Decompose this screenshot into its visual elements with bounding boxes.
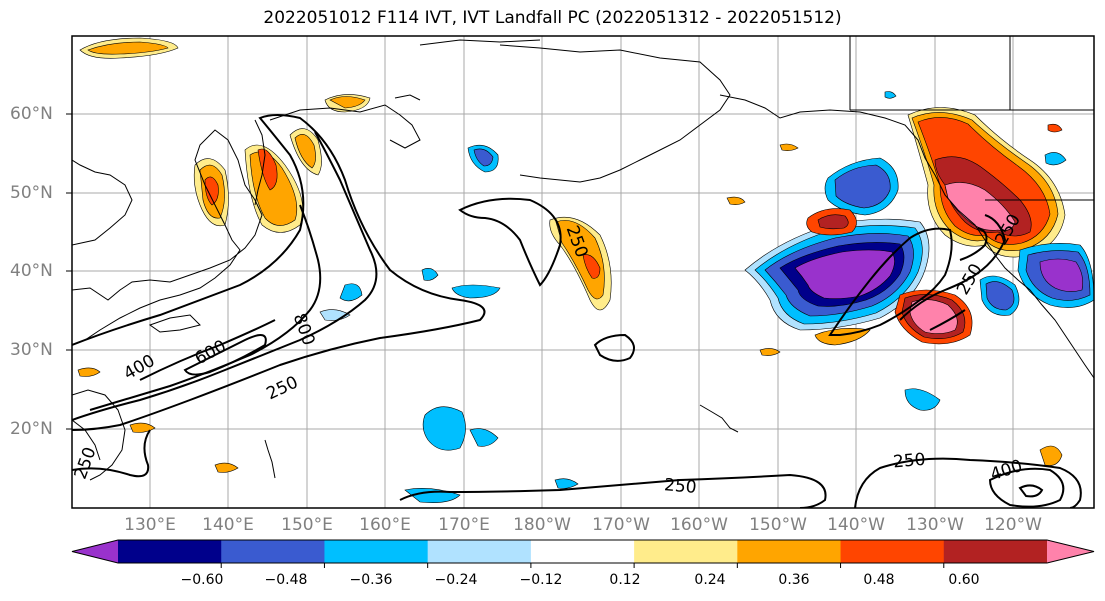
colorbar-tick-label: −0.48 [264,572,308,588]
lat-label-30n: 30°N [10,340,53,360]
colorbar-tick-label: 0.48 [863,572,895,588]
map-title: 2022051012 F114 IVT, IVT Landfall PC (20… [263,8,842,28]
colorbar-segment [118,540,222,563]
colorbar-segment [530,540,635,563]
lat-label-50n: 50°N [10,183,53,203]
ivt-contours [72,114,1082,508]
colorbar-tick-label: 0.24 [694,572,726,588]
colorbar-tick-label: −0.36 [349,572,393,588]
colorbar-segment [221,540,325,563]
colorbar-outline [71,539,1095,564]
colorbar-segment [427,540,532,563]
lon-label: 170°E [438,515,490,535]
coastlines [72,36,1094,508]
lon-label: 170°W [592,515,650,535]
lon-label: 120°W [984,515,1042,535]
map-frame [71,35,1095,509]
lat-label-60n: 60°N [10,104,53,124]
colorbar-segment [840,540,945,563]
lon-label: 150°W [749,515,807,535]
colorbar-tick-label: −0.24 [434,572,478,588]
colorbar-extend-low [72,540,118,563]
lon-label: 130°W [906,515,964,535]
colorbar-tick-label: 0.36 [778,572,810,588]
colorbar-segment [324,540,429,563]
contour-label: 250 [892,450,926,473]
contour-label: 250 [663,475,697,498]
ivt-pc-shading [77,37,1094,503]
colorbar-extend-high [1047,540,1094,563]
colorbar-tick-label: 0.12 [609,572,641,588]
lon-label: 130°E [124,515,176,535]
landfall-pc-contours [828,214,1007,336]
colorbar-segment [634,540,738,563]
lon-label: 160°W [670,515,728,535]
colorbar-tick-label: −0.60 [180,572,224,588]
colorbar-segment [737,540,842,563]
lat-label-40n: 40°N [10,261,53,281]
colorbar-tick-label: 0.60 [948,572,980,588]
lon-label: 140°W [827,515,885,535]
colorbar-segment [943,540,1048,563]
lon-label: 180°W [513,515,571,535]
lon-label: 150°E [281,515,333,535]
colorbar-tick-label: −0.12 [519,572,563,588]
axis-ticks [66,113,72,430]
lon-label: 160°E [359,515,411,535]
colorbar [71,539,1095,568]
lon-label: 140°E [202,515,254,535]
lat-label-20n: 20°N [10,419,53,439]
